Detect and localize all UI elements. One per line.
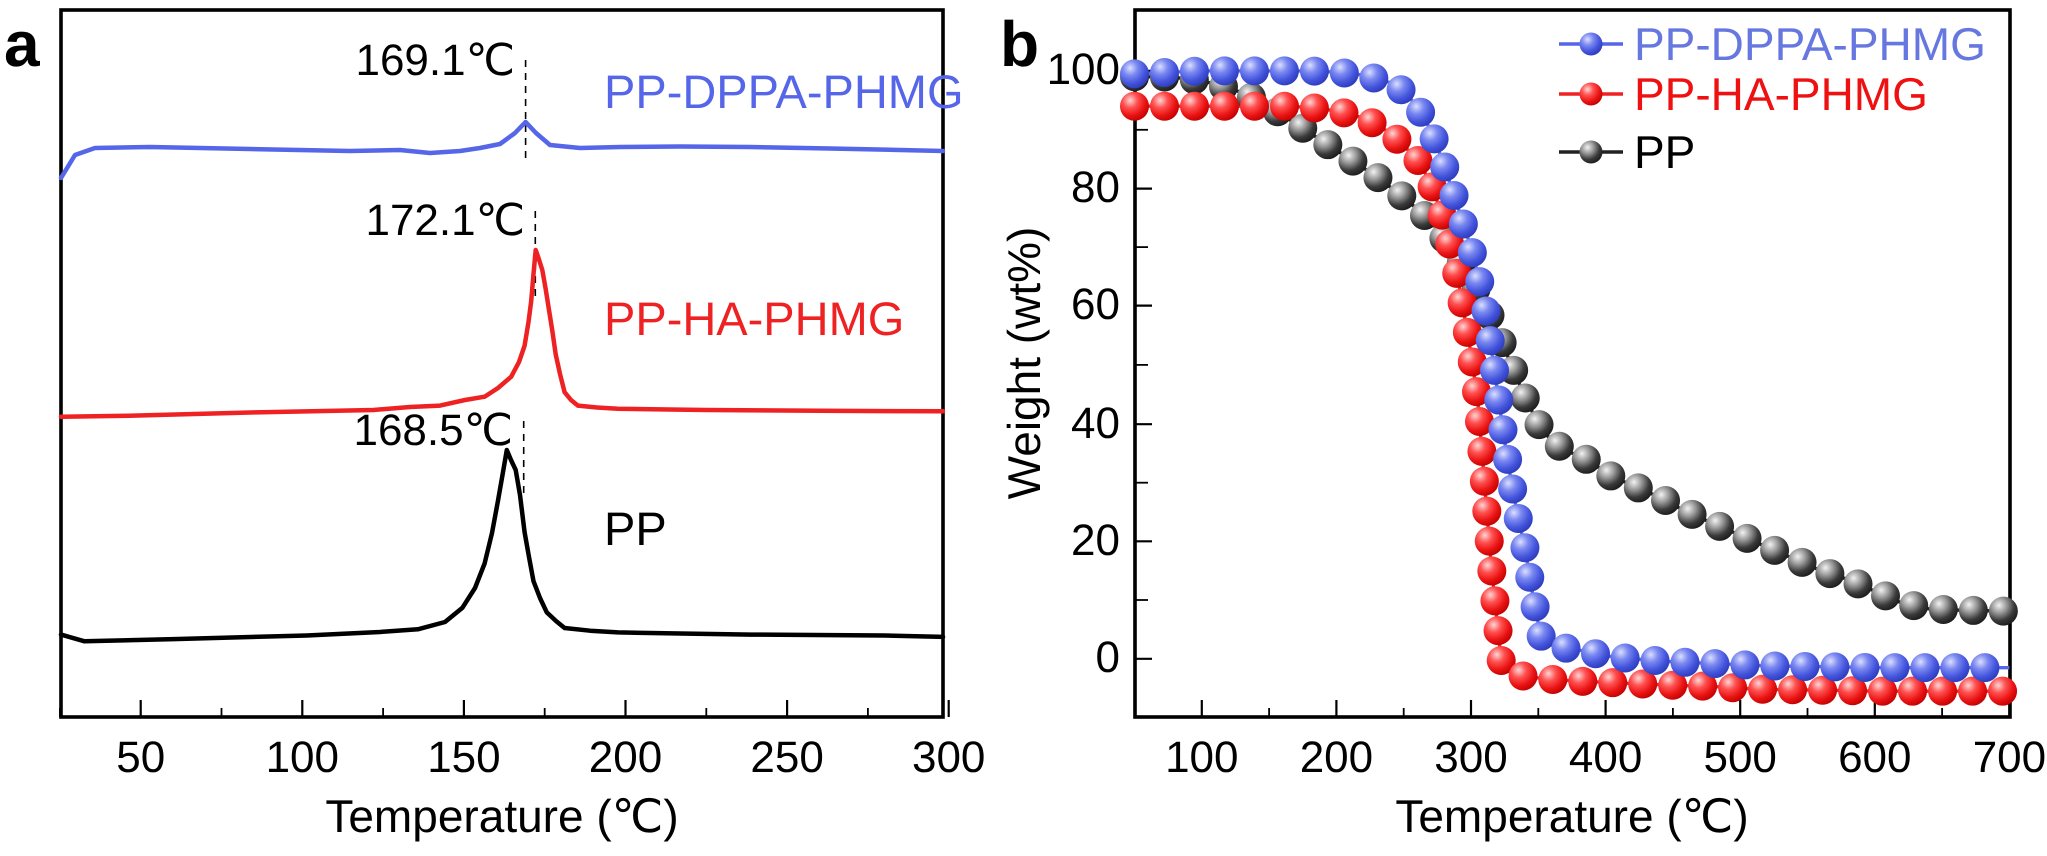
svg-text:600: 600 (1838, 733, 1911, 782)
svg-text:PP-DPPA-PHMG: PP-DPPA-PHMG (604, 65, 964, 118)
svg-text:300: 300 (1434, 733, 1507, 782)
svg-text:169.1℃: 169.1℃ (355, 36, 515, 85)
svg-text:100: 100 (1165, 733, 1238, 782)
svg-text:0: 0 (1096, 633, 1120, 682)
svg-text:PP-DPPA-PHMG: PP-DPPA-PHMG (1634, 18, 1986, 70)
svg-text:500: 500 (1703, 733, 1776, 782)
svg-text:PP-HA-PHMG: PP-HA-PHMG (604, 292, 904, 345)
svg-text:b: b (1000, 8, 1039, 80)
svg-text:400: 400 (1569, 733, 1642, 782)
svg-text:300: 300 (912, 733, 985, 782)
svg-text:200: 200 (1300, 733, 1373, 782)
svg-text:100: 100 (266, 733, 339, 782)
svg-text:50: 50 (116, 733, 165, 782)
svg-text:20: 20 (1071, 516, 1120, 565)
svg-text:40: 40 (1071, 399, 1120, 448)
svg-text:PP-HA-PHMG: PP-HA-PHMG (1634, 68, 1928, 120)
svg-text:PP: PP (1634, 126, 1695, 178)
svg-text:168.5℃: 168.5℃ (353, 406, 513, 455)
svg-text:a: a (4, 8, 40, 80)
svg-text:80: 80 (1071, 163, 1120, 212)
svg-text:PP: PP (604, 502, 667, 555)
svg-text:200: 200 (589, 733, 662, 782)
svg-text:Temperature (℃): Temperature (℃) (325, 790, 678, 842)
svg-text:60: 60 (1071, 280, 1120, 329)
svg-text:250: 250 (750, 733, 823, 782)
svg-text:Weight (wt%): Weight (wt%) (998, 227, 1050, 500)
svg-text:172.1℃: 172.1℃ (365, 196, 525, 245)
svg-text:150: 150 (427, 733, 500, 782)
svg-text:700: 700 (1973, 733, 2046, 782)
svg-text:Temperature (℃): Temperature (℃) (1395, 790, 1748, 842)
svg-text:100: 100 (1047, 45, 1120, 94)
